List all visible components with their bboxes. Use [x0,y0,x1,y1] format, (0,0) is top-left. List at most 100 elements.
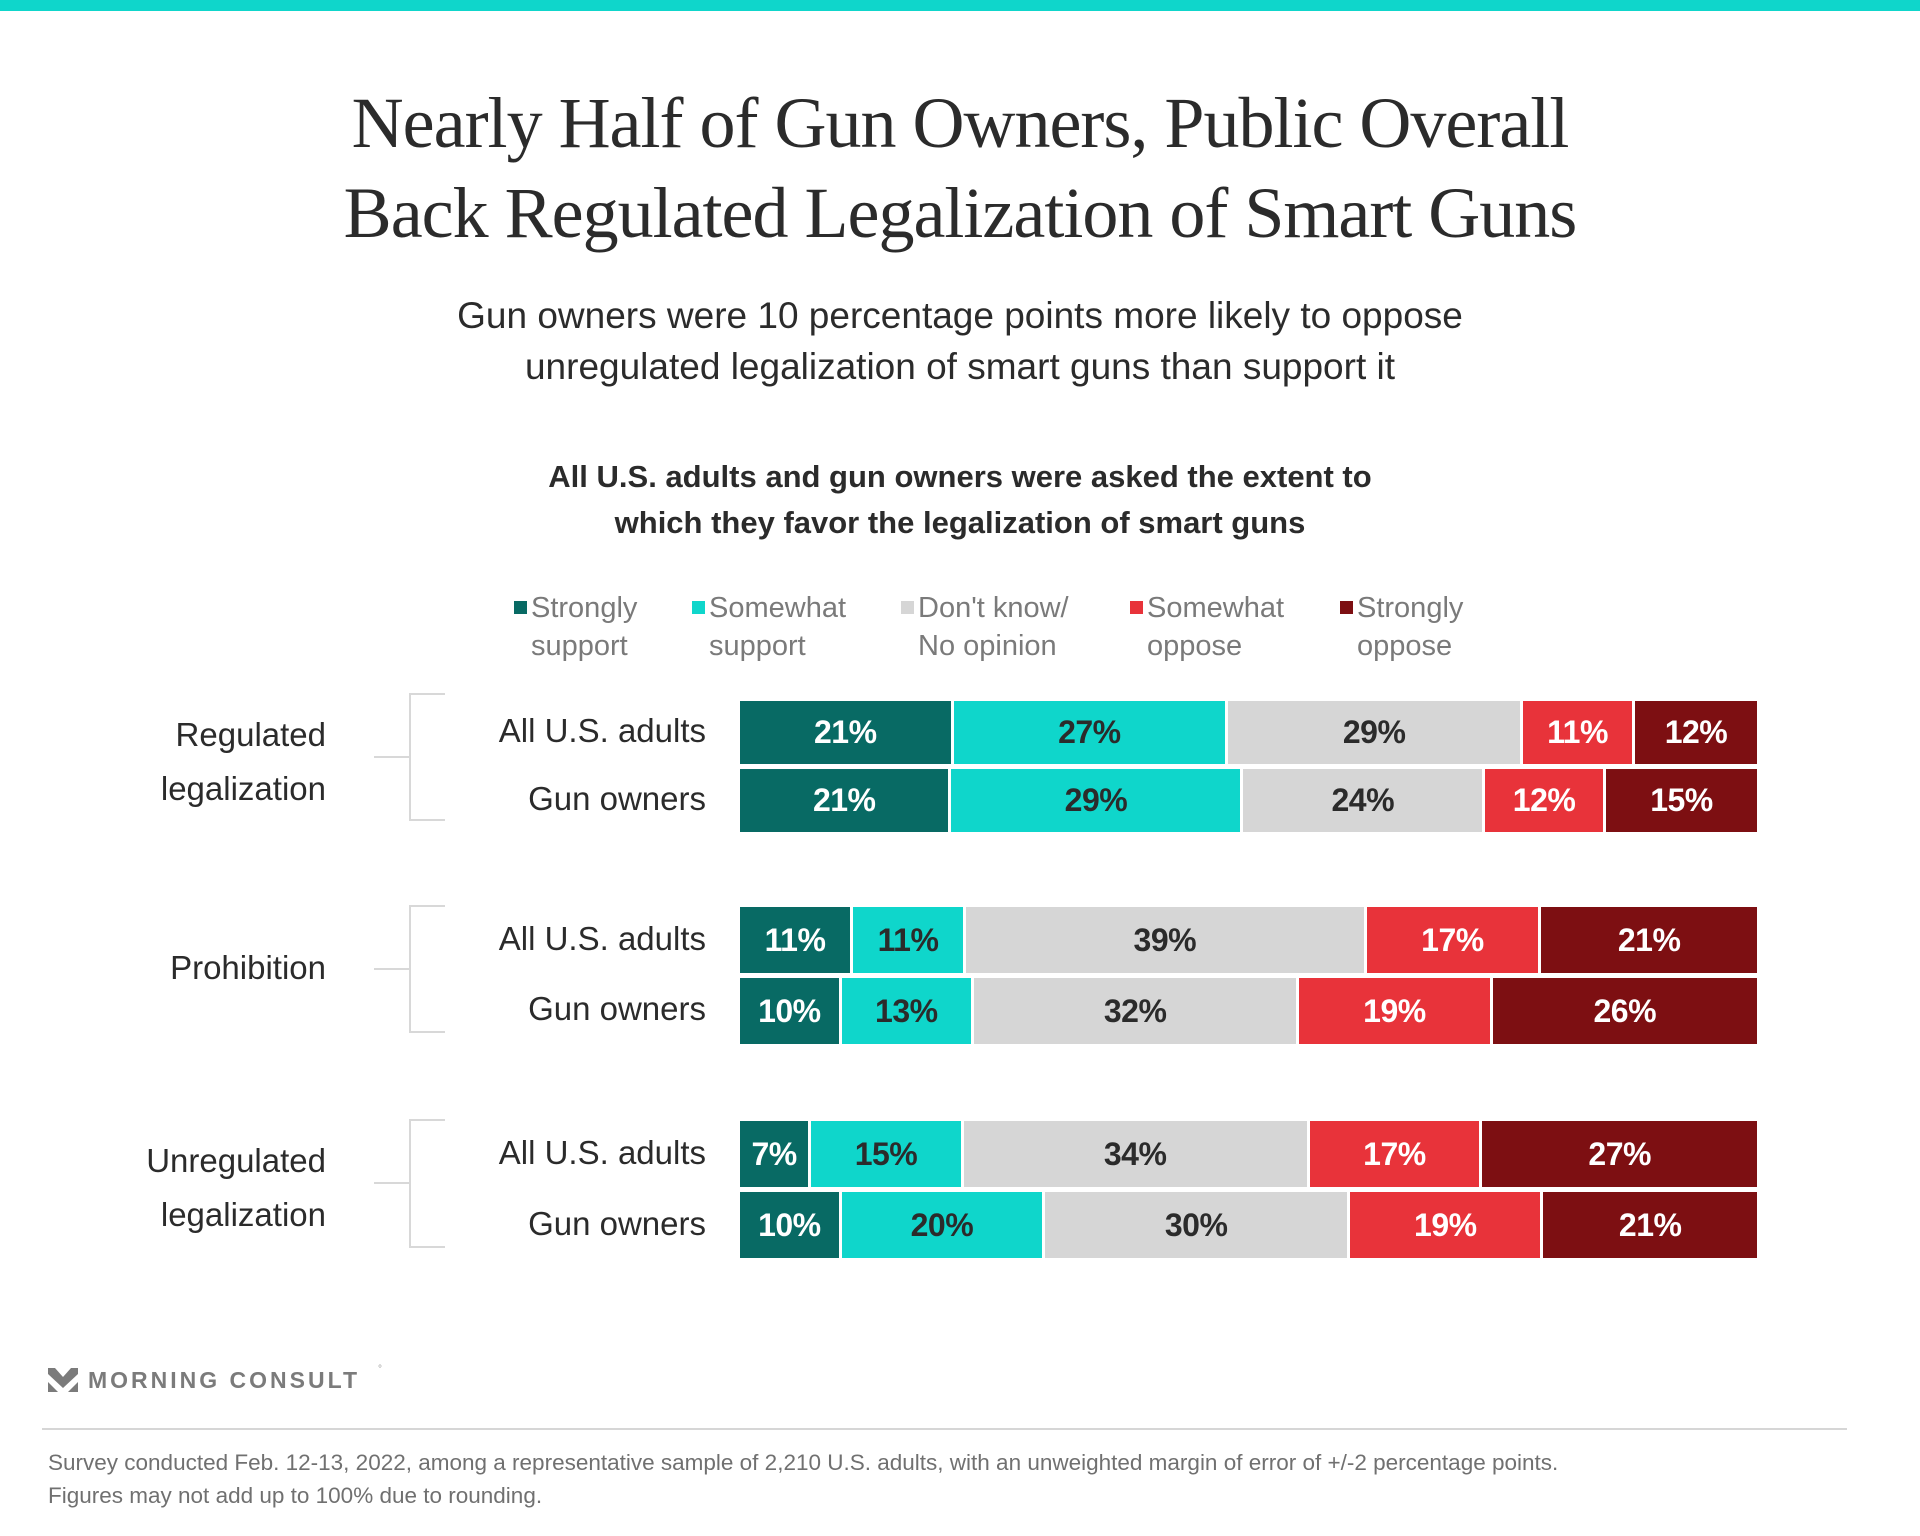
bar-segment-strongly-support: 21% [740,769,949,832]
group-label-line-1: Regulated [175,716,326,753]
legend-label-line-2: No opinion [918,630,1057,662]
chart-title: Nearly Half of Gun Owners, Public Overal… [0,78,1920,258]
group-label-line-2: legalization [160,770,326,807]
chart-subtitle: Gun owners were 10 percentage points mor… [0,290,1920,392]
legend-swatch-somewhat-oppose [1130,601,1143,614]
legend-swatch-somewhat-support [692,601,705,614]
legend-label-line-1: Somewhat [1147,592,1285,624]
bar-segment-somewhat-oppose: 17% [1366,907,1539,973]
bar-segment-somewhat-support: 20% [841,1192,1043,1258]
bar-value-label: 13% [875,992,938,1029]
bar-segment-strongly-oppose: 27% [1482,1121,1757,1187]
bar-value-label: 17% [1421,921,1484,958]
bar-value-label: 10% [758,992,821,1029]
bar-value-label: 15% [1650,782,1713,818]
bracket-top-tick [409,905,445,907]
bracket-line [409,1119,411,1248]
bar-prohibition-gun-owners: 10% 13% 32% 19% 26% [740,978,1757,1044]
group-label-line-1: Unregulated [146,1142,326,1179]
bar-value-label: 29% [1342,714,1406,750]
row-label-all-adults: All U.S. adults [498,712,706,749]
bar-segment-somewhat-support: 13% [841,978,971,1044]
legend-label-somewhat-support: Somewhat support [709,589,846,665]
legend-label-strongly-support: Strongly support [531,589,637,665]
group-label-line-1: Prohibition [170,949,326,986]
legend-label-line-1: Strongly [1357,592,1464,624]
registered-mark: ° [378,1364,382,1375]
legend-label-line-2: oppose [1357,630,1453,662]
bar-value-label: 30% [1164,1206,1228,1243]
row-label-gun-owners: Gun owners [528,1205,706,1242]
legend-label-line-1: Strongly [531,592,638,624]
bracket-stub [374,1182,410,1184]
bar-value-label: 12% [1512,782,1576,818]
bar-segment-somewhat-support: 27% [953,701,1226,764]
legend-swatch-strongly-oppose [1340,601,1353,614]
legend-label-line-1: Don't know/ [918,592,1069,624]
legend-label-line-2: support [709,630,806,662]
row-label-gun-owners: Gun owners [528,990,706,1027]
bar-value-label: 24% [1331,782,1395,818]
bar-segment-dont-know: 32% [973,978,1297,1044]
legend-label-dont-know: Don't know/ No opinion [918,589,1069,665]
bar-value-label: 21% [1617,921,1681,958]
bar-segment-somewhat-support: 29% [951,769,1241,832]
legend-label-line-2: support [531,630,628,662]
bar-segment-dont-know: 34% [963,1121,1307,1187]
group-label-prohibition: Prohibition [170,941,326,995]
bar-segment-strongly-support: 11% [740,907,850,973]
bar-value-label: 11% [877,921,939,958]
legend-label-line-1: Somewhat [709,592,847,624]
bar-value-label: 10% [758,1206,821,1243]
bracket-line [409,905,411,1033]
bracket-bottom-tick [409,819,445,821]
bar-segment-strongly-support: 10% [740,1192,839,1258]
group-label-regulated-legalization: Regulated legalization [161,708,326,816]
row-label-all-adults: All U.S. adults [498,920,706,957]
bar-value-label: 29% [1064,782,1128,818]
survey-question-line-2: which they favor the legalization of sma… [614,505,1306,540]
survey-question-line-1: All U.S. adults and gun owners were aske… [548,459,1372,494]
bracket-line [409,693,411,821]
morning-consult-chevron-icon [48,1368,78,1392]
bar-segment-strongly-support: 7% [740,1121,809,1187]
bar-regulated-gun-owners: 21% 29% 24% 12% 15% [740,769,1757,832]
chart-subtitle-line-1: Gun owners were 10 percentage points mor… [457,295,1463,336]
bar-value-label: 21% [814,714,877,750]
legend-swatch-strongly-support [514,601,527,614]
bar-value-label: 15% [854,1135,918,1172]
legend-swatch-dont-know [901,601,914,614]
bar-value-label: 11% [764,921,826,958]
legend-label-somewhat-oppose: Somewhat oppose [1147,589,1284,665]
bar-segment-somewhat-support: 15% [811,1121,961,1187]
bracket-bottom-tick [409,1246,445,1248]
top-accent-bar [0,0,1920,11]
bracket-bottom-tick [409,1031,445,1033]
bar-segment-dont-know: 29% [1228,701,1521,764]
legend: Strongly support Somewhat support Don't … [0,589,1920,669]
row-label-gun-owners: Gun owners [528,780,706,817]
bar-value-label: 12% [1664,714,1728,750]
bar-segment-somewhat-oppose: 19% [1350,1192,1541,1258]
bracket-stub [374,968,410,970]
bar-value-label: 39% [1133,921,1197,958]
group-label-unregulated-legalization: Unregulated legalization [146,1134,326,1242]
footnote-line-2: Figures may not add up to 100% due to ro… [48,1483,543,1508]
bar-segment-strongly-oppose: 21% [1543,1192,1757,1258]
bar-value-label: 17% [1363,1135,1426,1172]
chart-subtitle-line-2: unregulated legalization of smart guns t… [524,346,1396,387]
bar-value-label: 19% [1414,1206,1477,1243]
chart-title-line-1: Nearly Half of Gun Owners, Public Overal… [351,83,1570,163]
bar-segment-dont-know: 39% [966,907,1364,973]
bar-segment-strongly-oppose: 26% [1492,978,1757,1044]
bar-segment-strongly-oppose: 15% [1605,769,1757,832]
bar-segment-somewhat-oppose: 12% [1485,769,1603,832]
bar-segment-dont-know: 24% [1243,769,1483,832]
bar-value-label: 20% [910,1206,974,1243]
bar-segment-strongly-support: 10% [740,978,839,1044]
legend-label-line-2: oppose [1147,630,1243,662]
bar-regulated-all-adults: 21% 27% 29% 11% 12% [740,701,1757,764]
row-label-all-adults: All U.S. adults [498,1134,706,1171]
bracket-top-tick [409,693,445,695]
bar-value-label: 21% [1618,1206,1682,1243]
